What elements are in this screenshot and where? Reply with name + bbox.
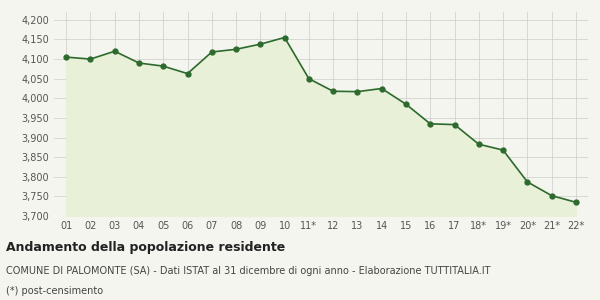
Text: (*) post-censimento: (*) post-censimento [6, 286, 103, 296]
Text: Andamento della popolazione residente: Andamento della popolazione residente [6, 242, 285, 254]
Text: COMUNE DI PALOMONTE (SA) - Dati ISTAT al 31 dicembre di ogni anno - Elaborazione: COMUNE DI PALOMONTE (SA) - Dati ISTAT al… [6, 266, 491, 275]
